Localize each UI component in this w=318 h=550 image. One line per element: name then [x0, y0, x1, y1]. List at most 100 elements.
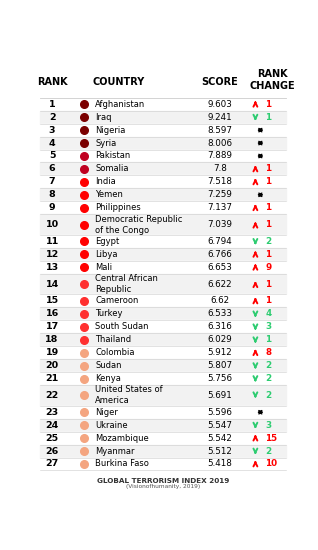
Text: 9: 9: [49, 204, 55, 212]
Bar: [40, 214, 286, 235]
Bar: [40, 274, 286, 294]
Text: 5.807: 5.807: [207, 361, 232, 370]
Text: 4: 4: [49, 139, 55, 147]
Text: 7.518: 7.518: [207, 177, 232, 186]
Bar: [40, 175, 286, 188]
Text: 1: 1: [265, 164, 271, 173]
Text: 16: 16: [45, 309, 59, 318]
Text: 1: 1: [265, 100, 271, 109]
Text: Mali: Mali: [95, 263, 112, 272]
Bar: [40, 162, 286, 175]
Text: 7.137: 7.137: [207, 204, 232, 212]
Text: 10: 10: [45, 220, 59, 229]
Text: 7.8: 7.8: [213, 164, 227, 173]
Text: 11: 11: [45, 237, 59, 246]
Text: 6.316: 6.316: [207, 322, 232, 331]
Text: Egypt: Egypt: [95, 237, 120, 246]
Text: Central African
Republic: Central African Republic: [95, 274, 158, 294]
Text: Colombia: Colombia: [95, 348, 135, 357]
Text: Somalia: Somalia: [95, 164, 129, 173]
Text: 8.006: 8.006: [207, 139, 232, 147]
Text: 2: 2: [265, 374, 271, 383]
Text: 1: 1: [265, 296, 271, 305]
Text: 6.533: 6.533: [207, 309, 232, 318]
Bar: [40, 333, 286, 346]
Text: 22: 22: [45, 391, 59, 400]
Text: 6.653: 6.653: [207, 263, 232, 272]
Bar: [40, 111, 286, 124]
Text: RANK
CHANGE: RANK CHANGE: [250, 69, 295, 91]
Text: 18: 18: [45, 336, 59, 344]
Text: 1: 1: [265, 220, 271, 229]
Text: Turkey: Turkey: [95, 309, 123, 318]
Bar: [40, 136, 286, 150]
Bar: [40, 385, 286, 406]
Bar: [40, 346, 286, 359]
Text: 1: 1: [265, 113, 271, 122]
Text: 1: 1: [265, 177, 271, 186]
Text: 7.259: 7.259: [207, 190, 232, 199]
Text: 15: 15: [265, 433, 277, 443]
Text: 6.62: 6.62: [210, 296, 229, 305]
Text: RANK: RANK: [37, 77, 67, 87]
Text: 6.766: 6.766: [207, 250, 232, 259]
Bar: [40, 124, 286, 136]
Text: 24: 24: [45, 421, 59, 430]
Bar: [40, 372, 286, 385]
Text: 6.622: 6.622: [207, 279, 232, 289]
Text: 5.418: 5.418: [207, 459, 232, 469]
Bar: [40, 307, 286, 320]
Text: 14: 14: [45, 279, 59, 289]
Bar: [40, 320, 286, 333]
Text: Cameroon: Cameroon: [95, 296, 139, 305]
Text: 2: 2: [265, 361, 271, 370]
Text: 5.512: 5.512: [207, 447, 232, 455]
Text: 8: 8: [265, 348, 271, 357]
Text: 10: 10: [265, 459, 277, 469]
Bar: [40, 248, 286, 261]
Text: Nigeria: Nigeria: [95, 125, 126, 135]
Bar: [40, 419, 286, 432]
Text: 1: 1: [265, 250, 271, 259]
Bar: [40, 66, 286, 98]
Text: Pakistan: Pakistan: [95, 151, 130, 161]
Text: 1: 1: [265, 336, 271, 344]
Text: 5.691: 5.691: [207, 391, 232, 400]
Text: 1: 1: [265, 204, 271, 212]
Bar: [40, 458, 286, 470]
Text: 2: 2: [265, 391, 271, 400]
Text: Sudan: Sudan: [95, 361, 122, 370]
Bar: [40, 444, 286, 458]
Bar: [40, 150, 286, 162]
Text: 5.596: 5.596: [207, 408, 232, 417]
Text: 7.889: 7.889: [207, 151, 232, 161]
Text: Kenya: Kenya: [95, 374, 121, 383]
Text: SCORE: SCORE: [201, 77, 238, 87]
Text: 8: 8: [49, 190, 55, 199]
Text: 9: 9: [265, 263, 271, 272]
Text: 5.756: 5.756: [207, 374, 232, 383]
Text: (Visionofhumanity, 2019): (Visionofhumanity, 2019): [126, 483, 200, 488]
Text: 4: 4: [265, 309, 271, 318]
Bar: [40, 98, 286, 111]
Text: 1: 1: [49, 100, 55, 109]
Text: 12: 12: [45, 250, 59, 259]
Bar: [40, 201, 286, 214]
Text: 3: 3: [49, 125, 55, 135]
Text: Libya: Libya: [95, 250, 118, 259]
Text: 20: 20: [45, 361, 59, 370]
Text: COUNTRY: COUNTRY: [93, 77, 145, 87]
Bar: [40, 406, 286, 419]
Text: Niger: Niger: [95, 408, 118, 417]
Text: 27: 27: [45, 459, 59, 469]
Text: Mozambique: Mozambique: [95, 433, 149, 443]
Text: 6.029: 6.029: [207, 336, 232, 344]
Text: India: India: [95, 177, 116, 186]
Text: 5.912: 5.912: [207, 348, 232, 357]
Text: 2: 2: [265, 237, 271, 246]
Text: Myanmar: Myanmar: [95, 447, 135, 455]
Bar: [40, 359, 286, 372]
Bar: [40, 261, 286, 274]
Text: Afghanistan: Afghanistan: [95, 100, 145, 109]
Text: 13: 13: [45, 263, 59, 272]
